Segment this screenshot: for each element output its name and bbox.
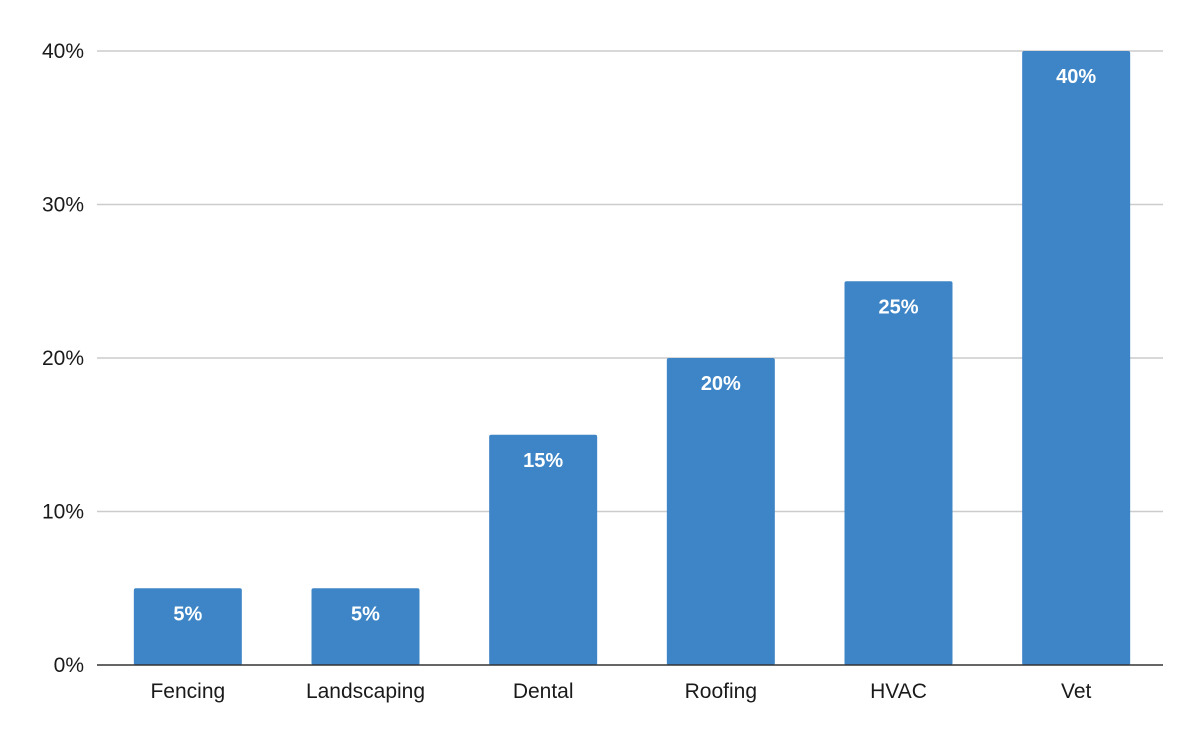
bars bbox=[133, 51, 1131, 665]
bar-data-label: 15% bbox=[523, 450, 563, 472]
x-tick-label: Vet bbox=[1061, 680, 1092, 703]
bar-data-label: 40% bbox=[1056, 66, 1096, 88]
bar-data-label: 20% bbox=[701, 373, 741, 395]
y-axis-tick-labels: 0% 10% 20% 30% 40% bbox=[42, 40, 84, 677]
gridlines bbox=[97, 50, 1163, 513]
y-tick-label: 30% bbox=[42, 194, 84, 217]
bar-data-label: 25% bbox=[878, 296, 918, 318]
bar-data-labels: 5% 5% 15% 20% 25% 40% bbox=[173, 66, 1096, 625]
x-axis-tick-labels: Fencing Landscaping Dental Roofing HVAC Vet bbox=[150, 680, 1091, 703]
y-tick-label: 20% bbox=[42, 347, 84, 370]
bar-dental bbox=[489, 434, 598, 665]
x-tick-label: Roofing bbox=[685, 680, 757, 703]
bar-data-label: 5% bbox=[351, 603, 380, 625]
x-tick-label: Fencing bbox=[150, 680, 225, 703]
bar-roofing bbox=[666, 358, 775, 665]
y-tick-label: 10% bbox=[42, 501, 84, 524]
y-tick-label: 0% bbox=[54, 654, 84, 677]
x-tick-label: HVAC bbox=[870, 680, 927, 703]
bar-vet bbox=[1022, 51, 1131, 665]
y-tick-label: 40% bbox=[42, 40, 84, 63]
bar-fencing bbox=[133, 588, 242, 665]
x-tick-label: Landscaping bbox=[306, 680, 425, 703]
x-tick-label: Dental bbox=[513, 680, 574, 703]
bar-hvac bbox=[844, 281, 953, 665]
bar-data-label: 5% bbox=[173, 603, 202, 625]
bar-landscaping bbox=[311, 588, 420, 665]
